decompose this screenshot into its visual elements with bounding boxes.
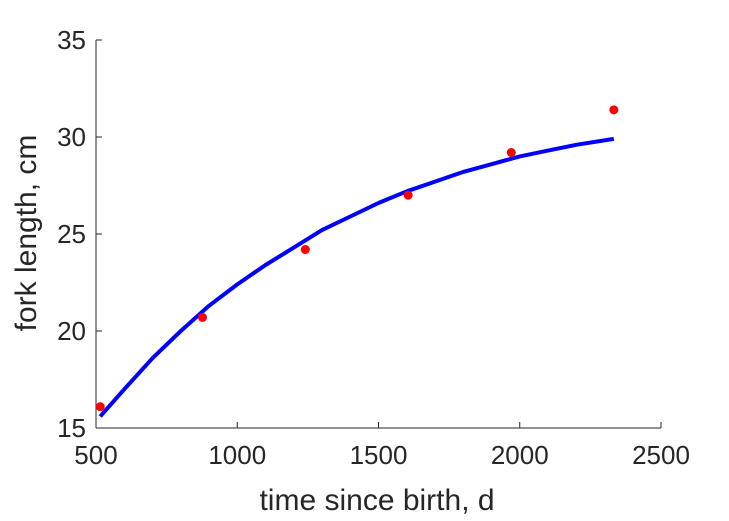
data-point (95, 402, 105, 412)
series-layer (95, 105, 619, 418)
y-tick-label: 30 (57, 122, 86, 152)
x-tick-label: 2500 (632, 440, 690, 470)
x-tick-label: 1500 (350, 440, 408, 470)
data-point (403, 190, 413, 200)
data-point (300, 245, 310, 255)
x-tick-label: 500 (74, 440, 117, 470)
x-tick-label: 1000 (208, 440, 266, 470)
data-point (506, 148, 516, 158)
x-tick-label: 2000 (491, 440, 549, 470)
y-tick-label: 20 (57, 316, 86, 346)
y-tick-label: 35 (57, 25, 86, 55)
y-axis-label: fork length, cm (10, 135, 43, 332)
y-tick-label: 15 (57, 413, 86, 443)
axes: 500 1000 1500 2000 2500 15 20 25 30 35 (57, 25, 690, 470)
data-point (198, 312, 208, 322)
fitted-curve (98, 136, 615, 418)
data-point (609, 105, 619, 115)
y-tick-label: 25 (57, 219, 86, 249)
x-axis-label: time since birth, d (259, 484, 494, 517)
